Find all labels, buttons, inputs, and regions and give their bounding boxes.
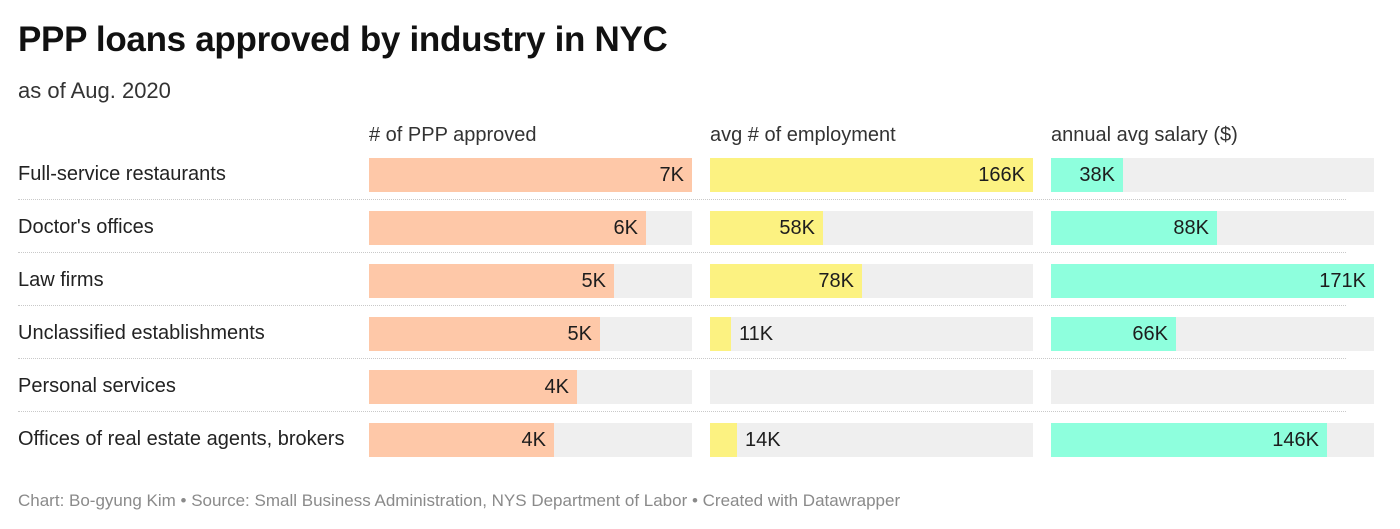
bar-value-label: 66K (1132, 323, 1168, 345)
bar (369, 317, 600, 351)
bar (710, 423, 737, 457)
column-header-ppp-approved: # of PPP approved (369, 124, 537, 146)
bar-track: 5K (369, 317, 692, 351)
bar-track: 171K (1051, 264, 1374, 298)
bar-track: 6K (369, 211, 692, 245)
bar-track: 4K (369, 370, 692, 404)
bar (369, 423, 554, 457)
bar-track: 7K (369, 158, 692, 192)
chart-row-law-firms: Law firms 5K 78K 171K (0, 254, 1400, 306)
chart-row-full-service-restaurants: Full-service restaurants 7K 166K 38K (0, 148, 1400, 200)
row-separator (18, 411, 1346, 412)
bar-value-label: 88K (1173, 217, 1209, 239)
bar-track: 88K (1051, 211, 1374, 245)
bar-value-label: 5K (581, 270, 606, 292)
bar (1051, 264, 1374, 298)
bar-track: 14K (710, 423, 1033, 457)
bar (710, 211, 823, 245)
bar-track: 66K (1051, 317, 1374, 351)
bar-value-label: 7K (659, 164, 684, 186)
chart-row-offices-of-real-estate-agents-brokers: Offices of real estate agents, brokers 4K… (0, 413, 1400, 465)
row-separator (18, 252, 1346, 253)
bar-track: 11K (710, 317, 1033, 351)
row-separator (18, 358, 1346, 359)
bar-value-label: 166K (978, 164, 1025, 186)
bar (1051, 158, 1123, 192)
bar-track: 78K (710, 264, 1033, 298)
bar (369, 211, 646, 245)
bar (1051, 317, 1176, 351)
bar (369, 158, 692, 192)
row-separator (18, 305, 1346, 306)
bar-value-label: 11K (739, 323, 774, 345)
column-header-avg-employment: avg # of employment (710, 124, 896, 146)
bar (710, 158, 1033, 192)
category-label: Doctor's offices (18, 216, 154, 238)
bar-value-label: 78K (818, 270, 854, 292)
category-label: Personal services (18, 375, 176, 397)
bar-value-label: 38K (1079, 164, 1115, 186)
bar-value-label: 5K (567, 323, 592, 345)
category-label: Offices of real estate agents, brokers (18, 428, 345, 450)
bar-track (1051, 370, 1374, 404)
bar-value-label: 58K (779, 217, 815, 239)
row-separator (18, 199, 1346, 200)
chart-footer: Chart: Bo-gyung Kim • Source: Small Busi… (18, 491, 901, 510)
bar-track: 38K (1051, 158, 1374, 192)
bar-value-label: 4K (544, 376, 569, 398)
bar (369, 370, 577, 404)
bar (369, 264, 614, 298)
chart-title: PPP loans approved by industry in NYC (18, 20, 668, 59)
chart-row-unclassified-establishments: Unclassified establishments 5K 11K 66K (0, 307, 1400, 359)
bar-track: 58K (710, 211, 1033, 245)
chart-subtitle: as of Aug. 2020 (18, 78, 171, 103)
bar-track (710, 370, 1033, 404)
bar-value-label: 14K (745, 429, 781, 451)
bar-value-label: 146K (1272, 429, 1319, 451)
bar-track: 5K (369, 264, 692, 298)
bar-track: 166K (710, 158, 1033, 192)
chart-row-doctor-s-offices: Doctor's offices 6K 58K 88K (0, 201, 1400, 253)
bar-value-label: 6K (613, 217, 638, 239)
column-header-annual-avg-salary: annual avg salary ($) (1051, 124, 1238, 146)
chart-row-personal-services: Personal services 4K (0, 360, 1400, 412)
bar (710, 317, 731, 351)
bar (1051, 211, 1217, 245)
bar (710, 264, 862, 298)
bar-value-label: 171K (1319, 270, 1366, 292)
bar-track: 146K (1051, 423, 1374, 457)
category-label: Unclassified establishments (18, 322, 265, 344)
category-label: Law firms (18, 269, 104, 291)
category-label: Full-service restaurants (18, 163, 226, 185)
bar-value-label: 4K (521, 429, 546, 451)
bar (1051, 423, 1327, 457)
bar-track: 4K (369, 423, 692, 457)
